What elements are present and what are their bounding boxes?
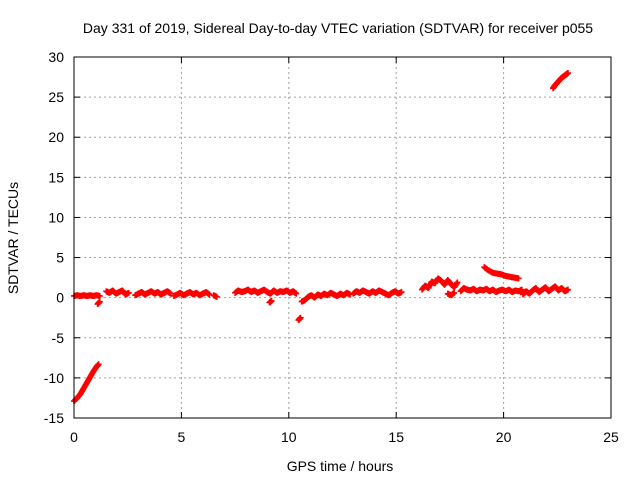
series-segment <box>103 287 132 298</box>
series-segment <box>94 298 103 308</box>
series-segment <box>444 289 458 299</box>
data-point <box>125 289 132 296</box>
y-tick-label: -5 <box>52 330 65 346</box>
y-tick-label: 10 <box>48 209 64 225</box>
plot-frame <box>73 56 612 419</box>
series-segment <box>132 288 174 299</box>
data-point <box>213 293 220 300</box>
data-points <box>71 70 572 405</box>
series-segment <box>298 289 354 305</box>
y-tick-label: 15 <box>48 169 64 185</box>
y-tick-label: 0 <box>56 290 64 306</box>
data-point <box>518 286 525 293</box>
chart-title: Day 331 of 2019, Sidereal Day-to-day VTE… <box>83 20 593 36</box>
data-point <box>451 289 458 296</box>
series-segment <box>295 314 304 324</box>
data-point <box>206 291 213 298</box>
series-segment <box>481 264 522 282</box>
x-tick-label: 0 <box>70 429 78 445</box>
y-tick-label: 5 <box>56 250 64 266</box>
series-segment <box>170 289 213 300</box>
data-point <box>167 290 174 297</box>
x-tick-label: 15 <box>388 429 404 445</box>
series-segment <box>418 275 461 293</box>
data-point <box>398 289 405 296</box>
data-point <box>515 275 522 282</box>
y-tick-label: 30 <box>48 49 64 65</box>
y-tick-label: -15 <box>44 410 64 426</box>
data-point <box>297 314 304 321</box>
series-segment <box>457 285 525 296</box>
series-segment <box>232 286 300 297</box>
x-tick-label: 25 <box>603 429 619 445</box>
data-point <box>565 70 572 77</box>
series-segment <box>71 292 103 300</box>
x-tick-label: 20 <box>496 429 512 445</box>
data-point <box>96 298 103 305</box>
grid <box>74 57 611 418</box>
axis-tick-labels: 0 5 10 15 20 25 -15 -10 -5 0 5 10 15 20 25 30 <box>44 49 619 445</box>
data-point <box>95 361 102 368</box>
y-tick-label: 25 <box>48 89 64 105</box>
data-point <box>96 293 103 300</box>
series-segment <box>210 292 220 300</box>
data-point <box>268 297 275 304</box>
x-tick-label: 10 <box>281 429 297 445</box>
series-segment <box>519 283 572 298</box>
series-segment <box>550 70 572 92</box>
x-axis-label: GPS time / hours <box>287 458 394 474</box>
y-axis-label: SDTVAR / TECUs <box>5 182 21 294</box>
y-tick-label: -10 <box>44 370 64 386</box>
data-point <box>293 290 300 297</box>
y-tick-label: 20 <box>48 129 64 145</box>
data-point <box>454 279 461 286</box>
series-segment <box>350 287 405 299</box>
x-tick-label: 5 <box>178 429 186 445</box>
series-segment <box>266 297 275 306</box>
data-point <box>565 286 572 293</box>
data-point <box>347 291 354 298</box>
